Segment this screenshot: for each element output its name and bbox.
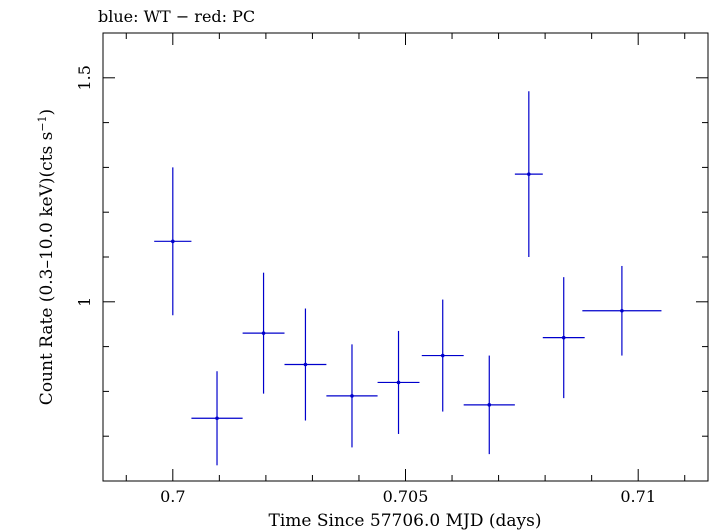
- data-point-marker: [561, 335, 566, 340]
- data-point-marker: [487, 403, 492, 407]
- data-point-marker: [527, 172, 531, 176]
- data-point: [542, 277, 585, 399]
- axis-tick-labels: 0.7 0.705 0.71 1 1.5: [75, 65, 656, 506]
- x-tick-label: 0.705: [383, 487, 429, 506]
- chart-title: blue: WT − red: PC: [98, 7, 255, 26]
- y-tick-label: 1: [75, 297, 94, 307]
- x-tick-label: 0.71: [620, 487, 656, 506]
- data-point-marker: [620, 308, 624, 313]
- data-point-marker: [303, 362, 308, 367]
- data-point-marker: [350, 394, 354, 398]
- data-point: [582, 265, 662, 356]
- y-axis-label-main: Count Rate (0.3–10.0 keV)(cts s: [37, 132, 57, 406]
- data-point: [514, 91, 543, 257]
- data-point: [421, 299, 464, 412]
- axis-ticks: [103, 32, 708, 482]
- data-series: [154, 91, 662, 466]
- y-axis-label: Count Rate (0.3–10.0 keV)(cts s−1): [36, 109, 57, 405]
- data-point: [463, 355, 515, 455]
- x-axis-label: Time Since 57706.0 MJD (days): [269, 511, 542, 531]
- data-point-marker: [261, 331, 266, 335]
- data-point: [154, 167, 192, 316]
- data-point: [242, 272, 285, 394]
- data-point: [326, 344, 378, 448]
- data-point-marker: [440, 353, 445, 358]
- data-point-marker: [396, 380, 401, 385]
- data-point-marker: [171, 239, 175, 244]
- data-point: [191, 371, 243, 466]
- data-point: [377, 330, 420, 434]
- y-axis-label-close: ): [37, 109, 57, 116]
- y-tick-label: 1.5: [75, 65, 94, 90]
- x-tick-label: 0.7: [160, 487, 185, 506]
- data-point: [284, 308, 327, 421]
- plot-frame: [102, 32, 709, 482]
- data-point-marker: [215, 416, 219, 421]
- y-axis-label-exponent: −1: [36, 115, 49, 131]
